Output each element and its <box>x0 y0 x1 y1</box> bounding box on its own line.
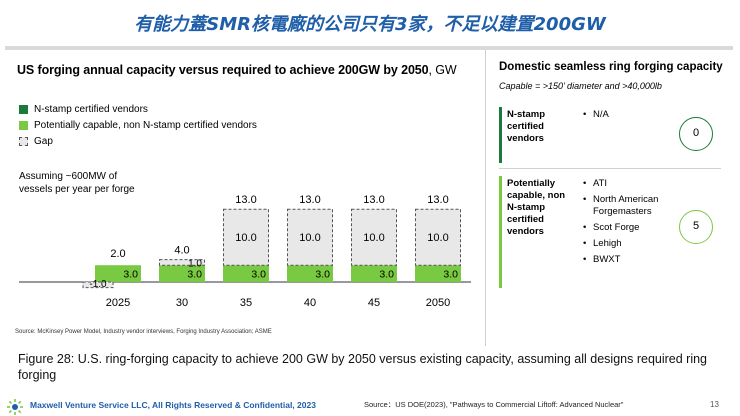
panel-divider <box>485 50 486 346</box>
page-title: 有能力蓋SMR核電廠的公司只有3家，不足以建置200GW <box>134 14 606 35</box>
vendor-item: Scot Forge <box>583 222 673 234</box>
bar-gap-45 <box>351 208 397 266</box>
chart-title: US forging annual capacity versus requir… <box>17 63 457 77</box>
total-value-label: 13.0 <box>363 194 384 206</box>
page-number: 13 <box>710 400 719 409</box>
capable-value-label: 3.0 <box>443 269 458 281</box>
vendor-count-badge: 0 <box>679 117 713 151</box>
bar-gap-35 <box>223 208 269 266</box>
legend-item-potentially-capable: Potentially capable, non N-stamp certifi… <box>19 117 257 133</box>
legend-item-n-stamp: N-stamp certified vendors <box>19 101 257 117</box>
x-tick-label: 2025 <box>106 297 130 309</box>
total-value-label: 4.0 <box>174 245 189 257</box>
vendor-item: BWXT <box>583 254 673 266</box>
figure-caption: Figure 28: U.S. ring-forging capacity to… <box>18 352 708 382</box>
capable-value-label: 3.0 <box>251 269 266 281</box>
bar-gap-40 <box>287 208 333 266</box>
panel-subtitle: Capable = >150’ diameter and >40,000lb <box>499 81 662 91</box>
bar-capable-2050 <box>415 265 461 282</box>
x-tick-label: 40 <box>304 297 316 309</box>
legend-item-gap: Gap <box>19 133 257 149</box>
panel-title: Domestic seamless ring forging capacity <box>499 61 723 73</box>
vendor-item: N/A <box>583 109 673 121</box>
capable-value-label: 3.0 <box>315 269 330 281</box>
gap-value-label: 10.0 <box>427 232 448 244</box>
assumption-note: Assuming ~600MW of vessels per year per … <box>19 171 135 195</box>
legend-label: Gap <box>34 135 53 147</box>
bar-chart: -1.0 2.0 3.0 2025 1.04.0 3.0 30 10.0 13.0 3.0 35 10… <box>19 194 471 309</box>
chart-source: Source: McKinsey Power Model, Industry v… <box>15 329 272 335</box>
capable-value-label: 3.0 <box>187 269 202 281</box>
legend-swatch-gap <box>19 136 28 146</box>
group-accent-bar <box>499 176 502 288</box>
footer-company: Maxwell Venture Service LLC, All Rights … <box>30 400 316 410</box>
x-tick-label: 30 <box>176 297 188 309</box>
chart-title-main: US forging annual capacity versus requir… <box>17 63 429 77</box>
gap-value-label: -1.0 <box>89 279 107 290</box>
bar-capable-45 <box>351 265 397 282</box>
total-value-label: 13.0 <box>427 194 448 206</box>
x-tick-label: 35 <box>240 297 252 309</box>
chart-title-unit: , GW <box>428 63 457 77</box>
vendor-item: Lehigh <box>583 238 673 250</box>
x-tick-label: 2050 <box>426 297 450 309</box>
gap-value-label: 10.0 <box>299 232 320 244</box>
gap-value-label: 1.0 <box>188 258 202 269</box>
vendor-count-badge: 5 <box>679 210 713 244</box>
legend-label: Potentially capable, non N-stamp certifi… <box>34 119 257 131</box>
gap-value-label: 10.0 <box>363 232 384 244</box>
vendor-item: North American Forgemasters <box>583 194 673 218</box>
capable-value-label: 3.0 <box>123 269 138 281</box>
bar-gap-30 <box>159 259 205 266</box>
bar-gap-2050 <box>415 208 461 266</box>
vendor-group-potentially-capable: Potentially capable, non N-stamp certifi… <box>499 176 721 288</box>
legend-label: N-stamp certified vendors <box>34 103 148 115</box>
group-divider <box>499 168 721 169</box>
bar-capable-2025 <box>95 265 141 282</box>
group-label: Potentially capable, non N-stamp certifi… <box>507 178 566 237</box>
vendor-list: ATI North American Forgemasters Scot For… <box>583 178 673 270</box>
bar-capable-35 <box>223 265 269 282</box>
gap-value-label: 10.0 <box>235 232 256 244</box>
total-value-label: 13.0 <box>299 194 320 206</box>
group-label: N-stamp certified vendors <box>507 109 546 144</box>
vendor-item: ATI <box>583 178 673 190</box>
chart-card: US forging annual capacity versus requir… <box>5 46 733 346</box>
group-accent-bar <box>499 107 502 163</box>
total-value-label: 13.0 <box>235 194 256 206</box>
bar-capable-40 <box>287 265 333 282</box>
footer-source: Source：US DOE(2023), "Pathways to Commer… <box>364 400 624 409</box>
vendor-list: N/A <box>583 109 673 125</box>
x-tick-label: 45 <box>368 297 380 309</box>
bar-capable-30 <box>159 265 205 282</box>
total-value-label: 2.0 <box>110 248 125 260</box>
legend-swatch-light <box>19 120 28 130</box>
vendor-group-n-stamp: N-stamp certified vendors N/A 0 <box>499 107 721 163</box>
legend-swatch-dark <box>19 104 28 114</box>
company-logo-icon <box>7 399 23 415</box>
chart-legend: N-stamp certified vendors Potentially ca… <box>19 101 257 149</box>
bar-gap-2025 <box>82 281 114 289</box>
capable-value-label: 3.0 <box>379 269 394 281</box>
